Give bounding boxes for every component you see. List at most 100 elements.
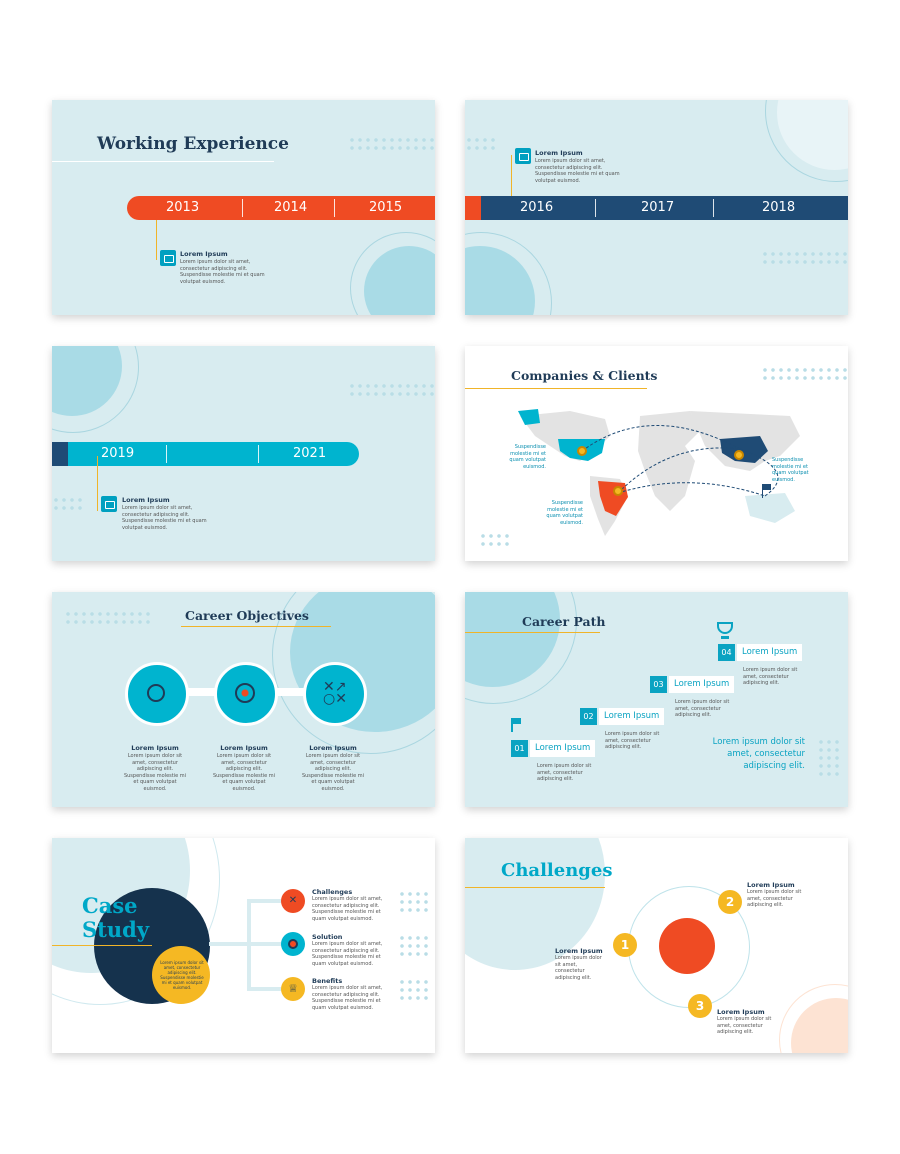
item-title: Lorem Ipsum	[220, 744, 268, 752]
route-line	[739, 448, 779, 497]
route-line	[617, 482, 766, 497]
decor-dots	[348, 382, 435, 400]
item-text: Lorem ipsum dolor sit amet, consectetur …	[312, 896, 383, 922]
item-title: Lorem Ipsum	[555, 947, 603, 955]
location-pin	[613, 486, 623, 496]
year-separator	[242, 199, 243, 217]
strategy-icon: ✕↗ ○✕	[323, 679, 347, 707]
trophy-icon: ♕	[281, 977, 305, 1001]
step-label: Lorem Ipsum	[669, 676, 735, 693]
year-label: 2018	[762, 200, 796, 215]
decor-dots	[817, 738, 841, 778]
map-label: Suspendisse molestie mi et quam volutpat…	[509, 444, 546, 470]
trophy-base-icon	[721, 636, 729, 639]
year-label: 2019	[101, 446, 135, 461]
year-label: 2021	[293, 446, 327, 461]
slide-challenges: Challenges 1 2 3 Lorem Ipsum Lorem ipsum…	[465, 838, 848, 1053]
slide-title: Working Experience	[97, 134, 289, 154]
location-pin	[577, 446, 587, 456]
decor-ring	[465, 592, 577, 704]
world-map	[518, 409, 800, 536]
map-europe-africa	[638, 411, 700, 511]
objective-circle: ✕↗ ○✕	[303, 662, 367, 726]
item-text: Lorem ipsum dolor sit amet, consectetur …	[535, 158, 620, 184]
year-separator	[166, 445, 167, 463]
item-title: Lorem Ipsum	[122, 496, 170, 504]
tree-line	[247, 942, 283, 946]
map-australia	[745, 493, 795, 523]
title-underline	[465, 388, 647, 389]
step-text: Lorem ipsum dolor sit amet, consectetur …	[537, 763, 592, 782]
map-alaska	[518, 409, 540, 425]
item-title: Challenges	[312, 888, 353, 896]
slide-career-path: Career Path 01 Lorem Ipsum Lorem ipsum d…	[465, 592, 848, 807]
title-underline	[181, 626, 331, 627]
step-label: Lorem Ipsum	[737, 644, 803, 661]
step-number: 03	[650, 676, 667, 693]
timeline-bar: 2019 2021	[68, 442, 359, 466]
slide-working-experience: Working Experience 2013 2014 2015 Lorem …	[52, 100, 435, 315]
slide-companies-clients: Companies & Clients Suspendisse molestie…	[465, 346, 848, 561]
solution-icon	[281, 932, 305, 956]
step-text: Lorem ipsum dolor sit amet, consectetur …	[605, 731, 660, 750]
item-text: Lorem ipsum dolor sit amet, consectetur …	[123, 753, 187, 792]
item-title: Lorem Ipsum	[717, 1008, 765, 1016]
connector-line	[511, 155, 512, 196]
briefcase-icon	[101, 496, 117, 512]
item-text: Lorem ipsum dolor sit amet, consectetur …	[717, 1016, 772, 1035]
step-label: Lorem Ipsum	[599, 708, 665, 725]
step-number: 02	[580, 708, 597, 725]
connector-line	[97, 456, 98, 511]
map-label: Suspendisse molestie mi et quam volutpat…	[772, 457, 809, 483]
yellow-circle	[152, 946, 210, 1004]
slide-title: Career Path	[522, 614, 606, 629]
challenge-number: 3	[688, 994, 712, 1018]
decor-dots	[398, 934, 428, 956]
item-title: Solution	[312, 933, 343, 941]
flag-pole-icon	[762, 484, 763, 498]
title-underline	[52, 161, 274, 162]
slide-timeline-2016-2018: Lorem Ipsum Lorem ipsum dolor sit amet, …	[465, 100, 848, 315]
decor-ring	[52, 346, 139, 433]
challenge-number: 2	[718, 890, 742, 914]
challenges-icon: ✕	[281, 889, 305, 913]
item-title: Lorem Ipsum	[535, 149, 583, 157]
year-separator	[258, 445, 259, 463]
year-label: 2016	[520, 200, 554, 215]
title-study: Study	[82, 917, 150, 942]
item-title: Lorem Ipsum	[180, 250, 228, 258]
connector-line	[156, 220, 157, 260]
decor-dots	[64, 610, 152, 628]
decor-dots	[398, 978, 428, 1000]
year-label: 2014	[274, 200, 308, 215]
year-separator	[334, 199, 335, 217]
item-title: Lorem Ipsum	[131, 744, 179, 752]
tree-line	[247, 899, 283, 903]
item-text: Lorem ipsum dolor sit amet, consectetur …	[180, 259, 265, 285]
side-text: Lorem ipsum dolor sit amet, consectetur …	[712, 737, 805, 771]
item-title: Benefits	[312, 977, 343, 985]
step-number: 04	[718, 644, 735, 661]
title-case: Case	[82, 893, 138, 918]
slide-timeline-2019-2021: 2019 2021 Lorem Ipsum Lorem ipsum dolor …	[52, 346, 435, 561]
item-text: Lorem ipsum dolor sit amet, consectetur …	[312, 985, 383, 1011]
step-text: Lorem ipsum dolor sit amet, consectetur …	[743, 667, 798, 686]
timeline-bar: 2013 2014 2015	[127, 196, 435, 220]
item-text: Lorem ipsum dolor sit amet, consectetur …	[301, 753, 365, 792]
decor-dots	[398, 890, 428, 912]
tree-line	[247, 987, 283, 991]
trophy-icon	[717, 622, 733, 634]
decor-dots	[761, 366, 848, 384]
item-text: Lorem ipsum dolor sit amet, consectetur …	[747, 889, 802, 908]
challenge-number: 1	[613, 933, 637, 957]
timeline-bar: 2016 2017 2018	[481, 196, 848, 220]
title-underline	[52, 945, 152, 946]
item-text: Lorem ipsum dolor sit amet, consectetur …	[312, 941, 383, 967]
center-circle	[659, 918, 715, 974]
decor-dots	[479, 532, 511, 550]
item-title: Lorem Ipsum	[747, 881, 795, 889]
decor-ring	[779, 984, 848, 1053]
step-label: Lorem Ipsum	[530, 740, 596, 757]
circle-text: Lorem ipsum dolor sit amet, consectetur …	[160, 960, 204, 990]
item-text: Lorem ipsum dolor sit amet, consectetur …	[555, 955, 602, 981]
